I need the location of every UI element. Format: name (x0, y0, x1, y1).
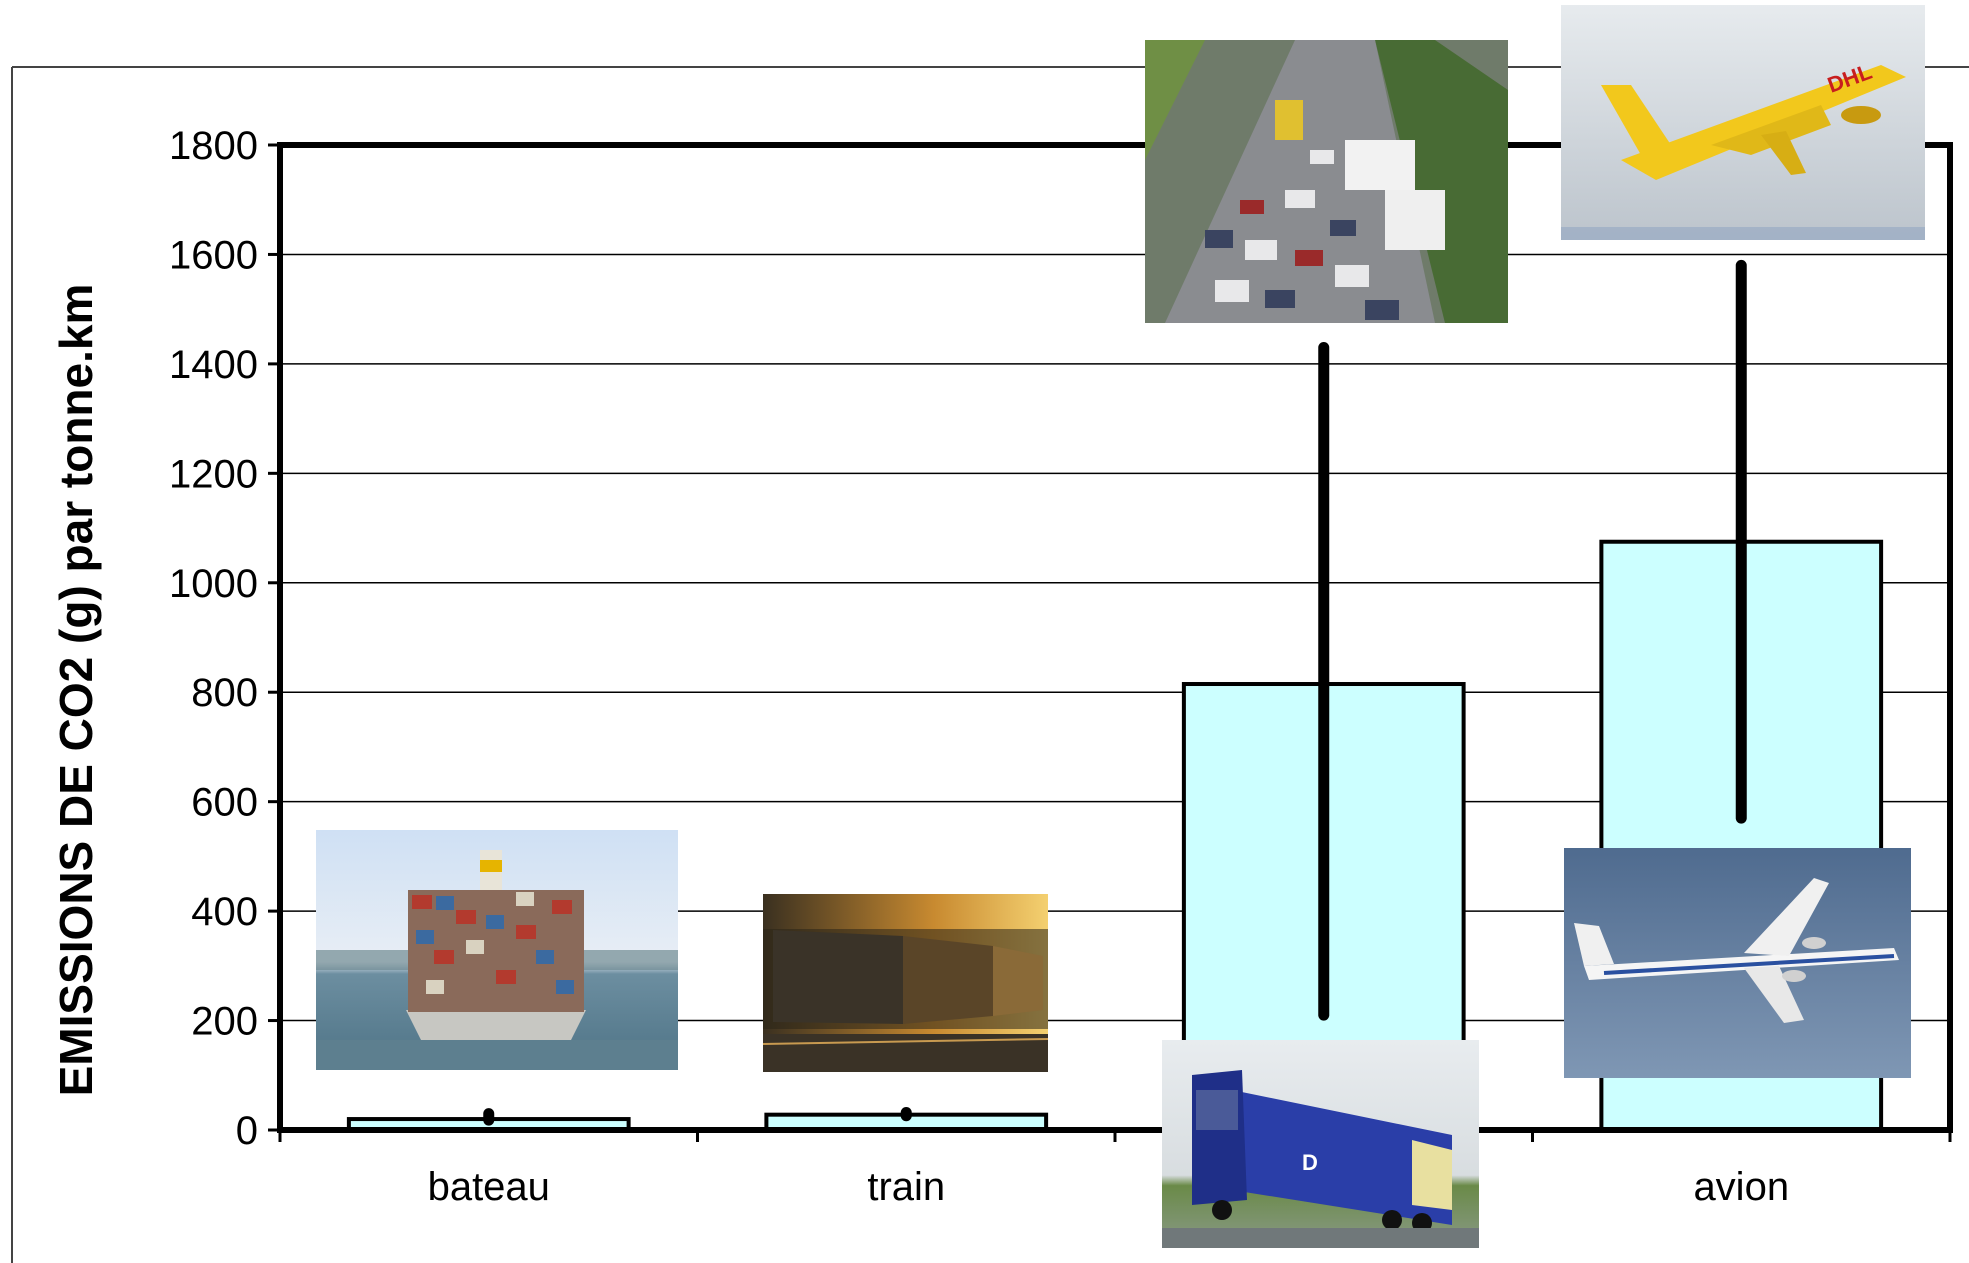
x-axis (278, 1130, 1952, 1142)
y-tick-label: 1800 (169, 124, 258, 168)
dhl-plane-photo: DHL (1561, 5, 1925, 240)
y-tick-label: 0 (236, 1109, 258, 1153)
freight-train-photo (762, 894, 1049, 1072)
x-tick-labels: bateau train avion (428, 1165, 1789, 1209)
y-tick-label: 1200 (169, 452, 258, 496)
y-tick-label: 1000 (169, 562, 258, 606)
traffic-jam-photo (1145, 40, 1508, 323)
y-tick-labels: 0 200 400 600 800 1000 1200 1400 1600 1800 (169, 124, 280, 1153)
truck-photo: D (1162, 1040, 1479, 1248)
y-tick-label: 400 (191, 890, 258, 934)
y-tick-label: 1600 (169, 233, 258, 277)
x-tick-label-avion: avion (1693, 1165, 1789, 1209)
y-tick-label: 200 (191, 1000, 258, 1044)
y-tick-label: 800 (191, 671, 258, 715)
y-tick-label: 1400 (169, 343, 258, 387)
error-bars (483, 259, 1747, 1126)
x-tick-label-bateau: bateau (428, 1165, 550, 1209)
x-tick-label-train: train (867, 1165, 945, 1209)
antonov-plane-photo (1564, 848, 1911, 1078)
svg-text:D: D (1302, 1150, 1318, 1175)
container-ship-photo (316, 830, 678, 1070)
y-axis-title: EMISSIONS DE CO2 (g) par tonne.km (50, 284, 102, 1097)
y-tick-label: 600 (191, 781, 258, 825)
